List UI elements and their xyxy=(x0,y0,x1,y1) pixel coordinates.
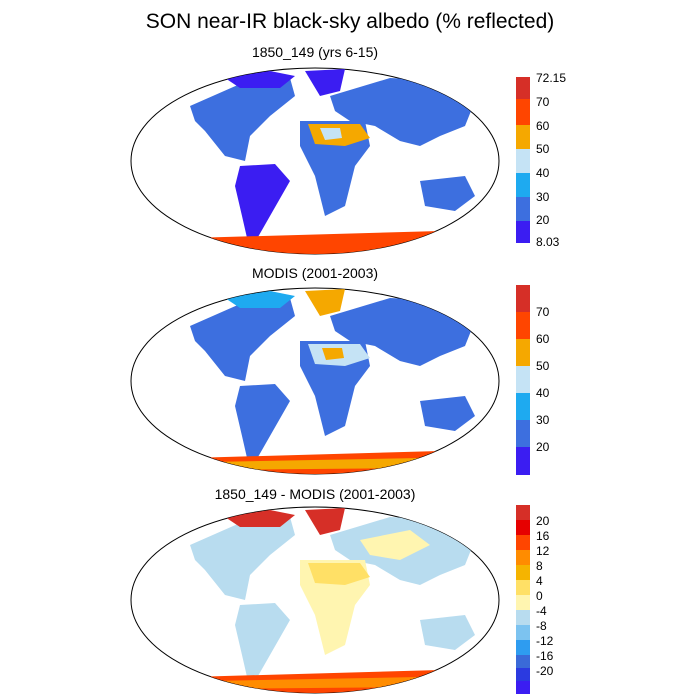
colorbar-difference-label: -20 xyxy=(536,664,554,678)
colorbar-difference-segment xyxy=(516,668,530,681)
colorbar-difference-segment xyxy=(516,681,530,694)
world-map-modis xyxy=(130,287,500,475)
panel-2-title: MODIS (2001-2003) xyxy=(251,265,379,281)
colorbar-modis-label: 60 xyxy=(536,332,550,346)
colorbar-difference-label: -4 xyxy=(536,604,547,618)
colorbar-difference-segment xyxy=(516,580,530,595)
colorbar-modis xyxy=(516,285,530,475)
colorbar-difference-label: 0 xyxy=(536,589,543,603)
colorbar-modis-label: 50 xyxy=(536,359,550,373)
colorbar-modis-segment xyxy=(516,420,530,447)
colorbar-model-label: 40 xyxy=(536,166,550,180)
colorbar-model-label: 20 xyxy=(536,213,550,227)
colorbar-model-label: 60 xyxy=(536,119,550,133)
colorbar-difference-segment xyxy=(516,535,530,550)
colorbar-difference-label: -16 xyxy=(536,649,554,663)
colorbar-model-segment xyxy=(516,99,530,125)
colorbar-model-label: 70 xyxy=(536,95,550,109)
colorbar-difference-label: 16 xyxy=(536,529,550,543)
colorbar-difference-segment xyxy=(516,625,530,640)
map-panel-modis xyxy=(130,286,500,476)
colorbar-difference-segment xyxy=(516,640,530,655)
colorbar-model-segment xyxy=(516,125,530,149)
colorbar-modis-segment xyxy=(516,312,530,339)
colorbar-model-label: 8.03 xyxy=(536,235,560,249)
colorbar-modis-segment xyxy=(516,339,530,366)
colorbar-difference-segment xyxy=(516,505,530,520)
colorbar-modis-segment xyxy=(516,393,530,420)
colorbar-model-label: 72.15 xyxy=(536,71,567,85)
colorbar-modis-segment xyxy=(516,285,530,312)
figure-title: SON near-IR black-sky albedo (% reflecte… xyxy=(145,10,555,33)
colorbar-model-label: 30 xyxy=(536,190,550,204)
colorbar-difference-segment xyxy=(516,565,530,580)
colorbar-difference xyxy=(516,505,530,694)
colorbar-difference-label: -12 xyxy=(536,634,554,648)
colorbar-modis-label: 20 xyxy=(536,440,550,454)
colorbar-model-segment xyxy=(516,149,530,173)
colorbar-difference-segment xyxy=(516,655,530,668)
colorbar-difference-label: 12 xyxy=(536,544,550,558)
colorbar-modis-label: 70 xyxy=(536,305,550,319)
colorbar-difference-label: -8 xyxy=(536,619,547,633)
colorbar-model xyxy=(516,77,530,243)
colorbar-difference-segment xyxy=(516,595,530,610)
colorbar-modis-segment xyxy=(516,366,530,393)
colorbar-modis-segment xyxy=(516,447,530,475)
colorbar-difference-segment xyxy=(516,520,530,535)
map-panel-model xyxy=(130,66,500,256)
colorbar-difference-label: 4 xyxy=(536,574,543,588)
colorbar-difference-segment xyxy=(516,610,530,625)
panel-1-title: 1850_149 (yrs 6-15) xyxy=(251,44,379,60)
colorbar-modis-label: 40 xyxy=(536,386,550,400)
map-panel-difference xyxy=(130,505,500,695)
colorbar-difference-label: 20 xyxy=(536,514,550,528)
colorbar-model-segment xyxy=(516,197,530,221)
colorbar-difference-label: 8 xyxy=(536,559,543,573)
world-map-difference xyxy=(130,506,500,694)
colorbar-model-segment xyxy=(516,173,530,197)
colorbar-modis-label: 30 xyxy=(536,413,550,427)
colorbar-model-segment xyxy=(516,221,530,243)
colorbar-model-segment xyxy=(516,77,530,99)
colorbar-model-label: 50 xyxy=(536,142,550,156)
colorbar-difference-segment xyxy=(516,550,530,565)
panel-3-title: 1850_149 - MODIS (2001-2003) xyxy=(214,486,416,502)
world-map-model xyxy=(130,67,500,255)
